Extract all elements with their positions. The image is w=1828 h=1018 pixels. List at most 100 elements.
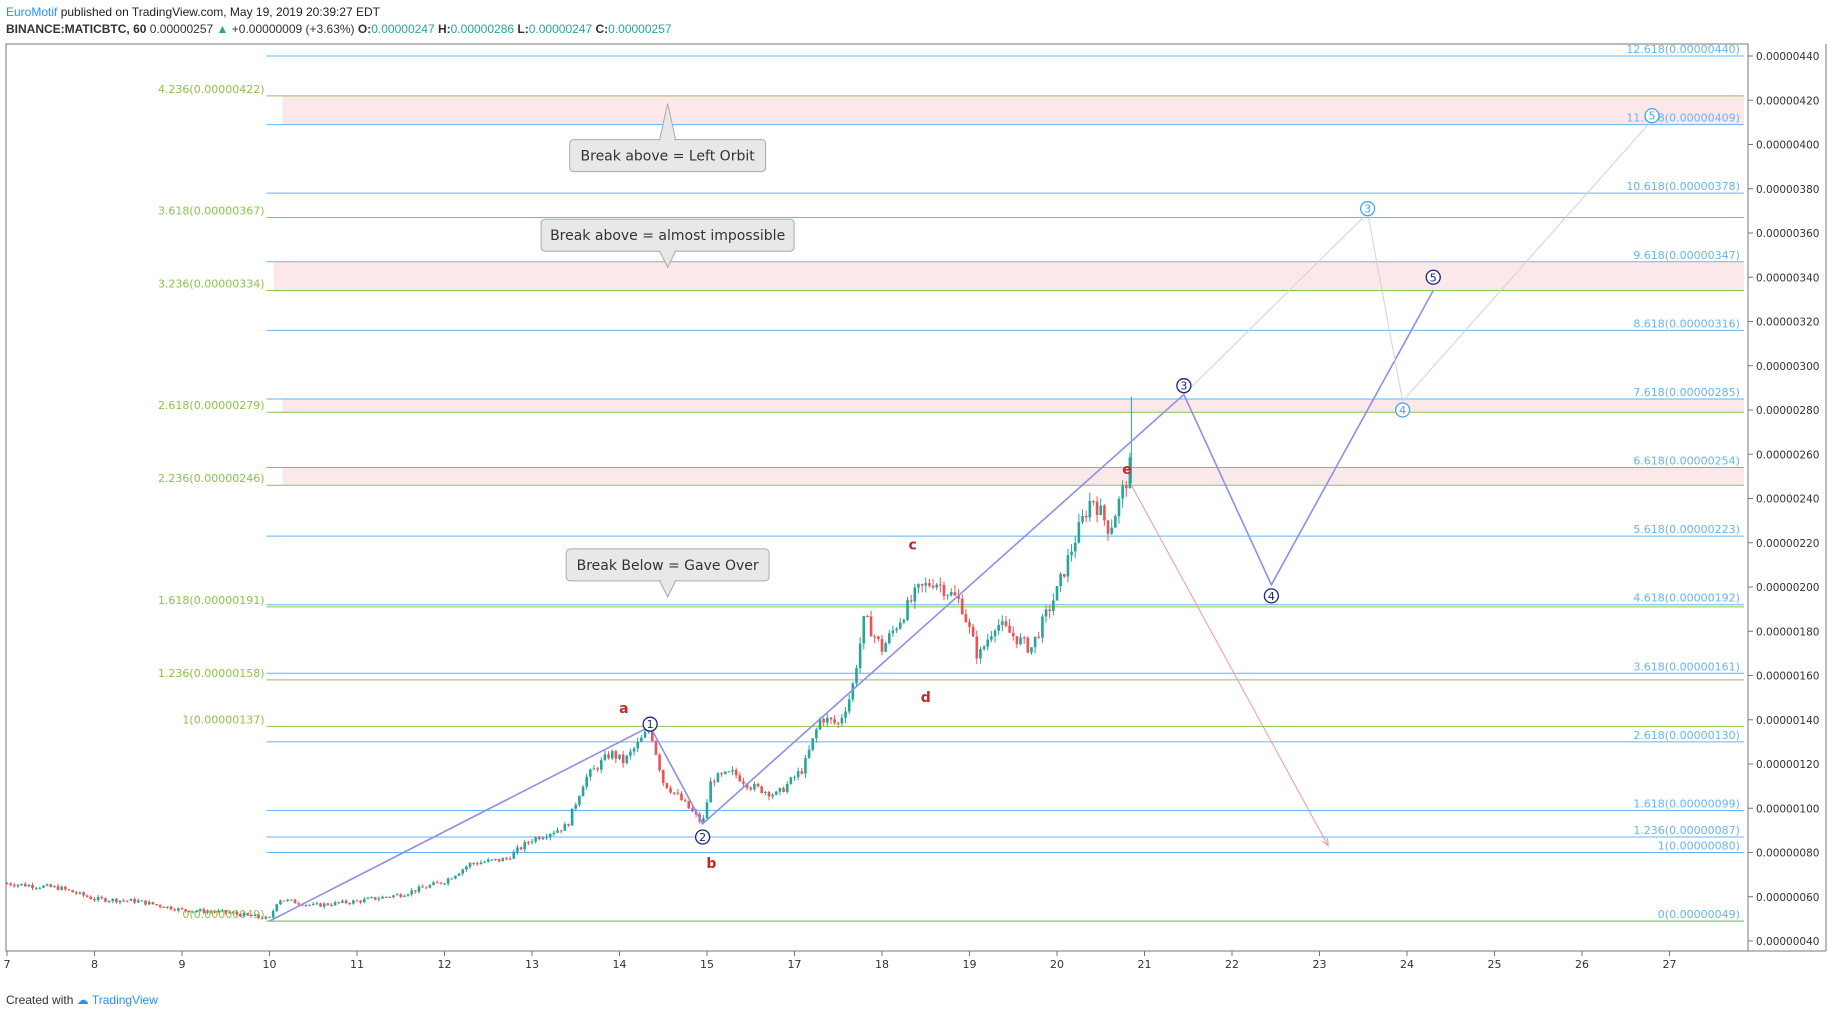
candle-body-205	[753, 783, 756, 790]
candle-body-106	[392, 895, 395, 898]
callout-text-2: Break Below = Gave Over	[577, 558, 759, 574]
time-axis[interactable]: 7 8 9 10 11 12 13 14 15 17 18 19 20 21 22 23 24 25 26 27	[4, 951, 1677, 971]
candle-body-194	[712, 781, 716, 783]
candle-body-238	[873, 636, 877, 638]
candle-body-17	[67, 889, 71, 891]
high-label: H:	[437, 22, 451, 36]
candle-body-308	[1128, 457, 1132, 489]
tradingview-logo-link[interactable]: ☁ TradingView	[76, 993, 158, 1007]
candle-body-1	[9, 883, 12, 886]
wave-primary-label-3: 4	[1268, 590, 1275, 603]
candle-body-83	[308, 904, 311, 906]
candle-body-63	[235, 912, 238, 915]
candle-body-250	[917, 584, 920, 588]
candle-body-18	[71, 890, 74, 893]
candle-body-135	[497, 858, 501, 862]
candle-body-87	[322, 903, 326, 907]
x-tick-label-5: 12	[438, 958, 452, 971]
candle-body-116	[428, 885, 432, 888]
candle-body-174	[640, 737, 643, 742]
candle-body-282	[1033, 636, 1037, 648]
candle-body-273	[1001, 621, 1004, 625]
wave-primary-label-4: 5	[1430, 271, 1437, 284]
candle-body-191	[702, 818, 705, 822]
fib-right-label-9: 7.618(0.00000285)	[1633, 386, 1740, 399]
candle-body-247	[906, 600, 909, 620]
candle-body-210	[771, 794, 774, 797]
candle-body-97	[359, 900, 362, 903]
candle-body-36	[136, 900, 140, 903]
fib-left-label-4: 2.236(0.00000246)	[158, 472, 265, 485]
zones-layer	[273, 95, 1744, 486]
x-tick-label-10: 18	[875, 958, 889, 971]
candle-body-204	[749, 787, 753, 790]
x-tick-label-17: 25	[1488, 958, 1502, 971]
abcde-label-0: a	[619, 701, 628, 717]
fib-left-label-7: 3.618(0.00000367)	[158, 205, 265, 218]
candle-body-239	[877, 636, 880, 640]
candle-body-50	[187, 910, 191, 913]
symbol-label[interactable]: BINANCE:MATICBTC, 60	[6, 22, 147, 36]
candle-body-227	[833, 719, 836, 723]
x-tick-label-19: 27	[1663, 958, 1677, 971]
candle-body-114	[421, 886, 424, 888]
wave-alt-label-5: 3	[1364, 203, 1371, 216]
candle-body-58	[217, 910, 220, 913]
candle-body-120	[443, 883, 446, 885]
wave-primary-circle-0	[642, 716, 658, 732]
candle-body-123	[454, 875, 457, 879]
fib-right-label-13: 11.618(0.00000409)	[1626, 112, 1740, 125]
candle-body-27	[104, 898, 107, 902]
candle-body-272	[997, 624, 1000, 631]
wave-primary-label-0: 1	[647, 718, 654, 731]
low-label: L:	[517, 22, 529, 36]
candle-body-39	[147, 901, 151, 905]
candle-body-259	[949, 592, 953, 596]
candle-body-103	[381, 896, 384, 899]
candle-body-213	[782, 788, 785, 792]
candle-body-122	[450, 878, 454, 880]
candle-body-10	[42, 885, 45, 888]
candle-body-90	[333, 902, 337, 906]
candle-body-85	[315, 903, 319, 905]
fib-right-label-0: 0(0.00000049)	[1658, 908, 1740, 921]
fib-left-label-6: 3.236(0.00000334)	[158, 278, 265, 291]
candle-body-12	[49, 884, 53, 887]
x-tick-label-3: 10	[263, 958, 277, 971]
labels-layer: 1 2 3 4 5 3 4 5 a b c d e	[619, 108, 1660, 872]
candle-body-285	[1044, 609, 1048, 617]
candle-body-302	[1106, 520, 1110, 534]
candle-body-37	[140, 900, 144, 902]
candle-body-119	[439, 882, 443, 884]
candle-body-209	[767, 791, 771, 797]
price-axis[interactable]: 0.00000040 0.00000060 0.00000080 0.00000100…	[1748, 51, 1819, 948]
candle-body-162	[596, 768, 599, 770]
candle-body-212	[778, 788, 782, 792]
candle-body-79	[293, 899, 297, 904]
candle-body-292	[1070, 551, 1073, 556]
candle-body-255	[935, 584, 938, 588]
y-tick-label-4: 0.00000120	[1756, 759, 1819, 771]
candle-body-266	[975, 636, 979, 659]
candle-body-53	[198, 909, 202, 912]
candle-body-121	[446, 878, 450, 884]
candle-body-132	[486, 859, 490, 862]
fib-right-label-10: 8.618(0.00000316)	[1633, 317, 1740, 330]
candle-body-44	[166, 906, 169, 908]
author-link[interactable]: EuroMotif	[6, 5, 58, 19]
candle-body-142	[523, 842, 527, 850]
candle-body-145	[534, 837, 537, 842]
candle-body-202	[742, 781, 745, 784]
abcde-label-1: b	[706, 856, 716, 872]
candle-body-304	[1114, 516, 1117, 528]
candle-body-25	[96, 897, 100, 901]
candle-body-147	[541, 837, 545, 840]
candle-body-154	[567, 824, 570, 826]
candle-body-236	[866, 615, 869, 617]
candle-body-8	[34, 887, 38, 889]
candle-body-110	[406, 894, 410, 896]
candle-body-60	[224, 910, 228, 913]
created-with-text: Created with	[6, 993, 74, 1007]
x-tick-label-8: 15	[700, 958, 714, 971]
